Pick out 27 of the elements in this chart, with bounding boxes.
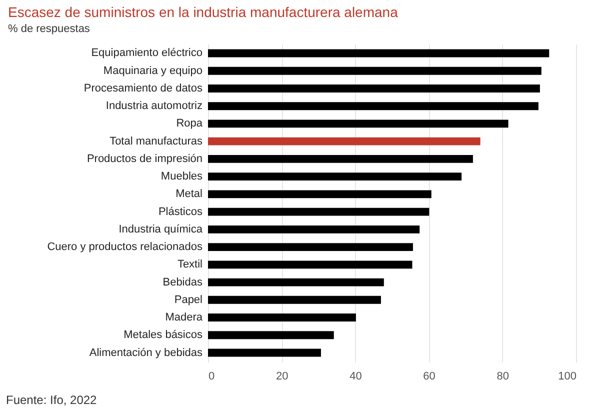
y-tick-label: Maquinaria y equipo xyxy=(103,64,202,77)
x-tick-label: 40 xyxy=(350,370,362,382)
x-tick-label: 100 xyxy=(558,370,576,382)
y-tick-label: Bebidas xyxy=(162,276,203,288)
source-note: Fuente: Ifo, 2022 xyxy=(6,393,98,407)
y-tick-label: Papel xyxy=(174,294,202,306)
y-tick-label: Total manufacturas xyxy=(110,135,203,148)
y-tick-label: Madera xyxy=(165,312,204,324)
y-tick-label: Productos de impresión xyxy=(86,152,202,165)
y-tick-label: Metales básicos xyxy=(124,329,203,342)
y-tick-label: Metal xyxy=(176,188,202,200)
y-tick-label: Muebles xyxy=(160,170,203,183)
y-tick-label: Ropa xyxy=(176,118,204,130)
y-tick-label: Equipamiento eléctrico xyxy=(91,47,202,60)
y-tick-label: Procesamiento de datos xyxy=(84,82,203,94)
text: % de respuestas xyxy=(8,23,90,35)
y-tick-label: Textil xyxy=(177,258,202,271)
y-tick-label: Cuero y productos relacionados xyxy=(47,241,203,254)
y-tick-label: Industria automotriz xyxy=(106,100,202,112)
y-tick-label: Industria química xyxy=(118,223,204,236)
x-tick-label: 80 xyxy=(496,370,510,382)
x-tick-label: 20 xyxy=(276,370,288,382)
y-tick-label: Alimentación y bebidas xyxy=(89,346,203,359)
chart-title: Escasez de suministros en la industria manufacturera alemana xyxy=(8,4,398,20)
x-tick-label: 0 xyxy=(208,370,215,382)
x-tick-label: 60 xyxy=(423,370,436,382)
y-tick-label: Plásticos xyxy=(158,206,203,218)
